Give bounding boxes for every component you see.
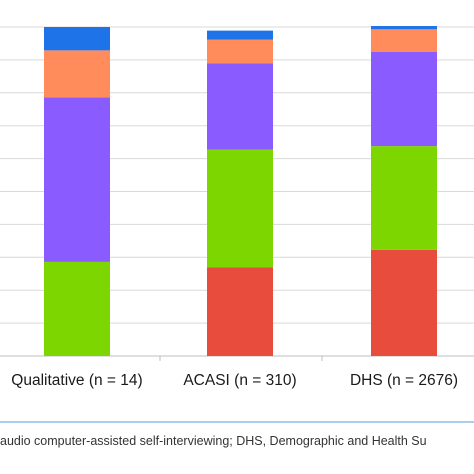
bar-segment <box>207 63 273 150</box>
bar-segment <box>44 261 110 356</box>
x-tick-label: ACASI (n = 310) <box>183 372 296 389</box>
bar-segment <box>371 146 437 250</box>
bar-segment <box>371 26 437 30</box>
bar-segment <box>207 149 273 268</box>
tick-label-layer: Qualitative (n = 14) ACASI (n = 310) DHS (… <box>11 372 458 389</box>
bar-segment <box>44 97 110 262</box>
x-tick-label: Qualitative (n = 14) <box>11 372 142 389</box>
bar-segment <box>207 30 273 40</box>
figure-caption: audio computer-assisted self-interviewin… <box>0 434 427 448</box>
bar-segment <box>44 27 110 51</box>
bar-segment <box>44 50 110 98</box>
bar-segment <box>207 267 273 356</box>
bar-segment <box>371 51 437 147</box>
bar-segment <box>207 39 273 64</box>
x-tick-label: DHS (n = 2676) <box>350 372 458 389</box>
bar-segment <box>371 29 437 52</box>
bar-layer <box>44 26 437 356</box>
bar-segment <box>371 249 437 356</box>
